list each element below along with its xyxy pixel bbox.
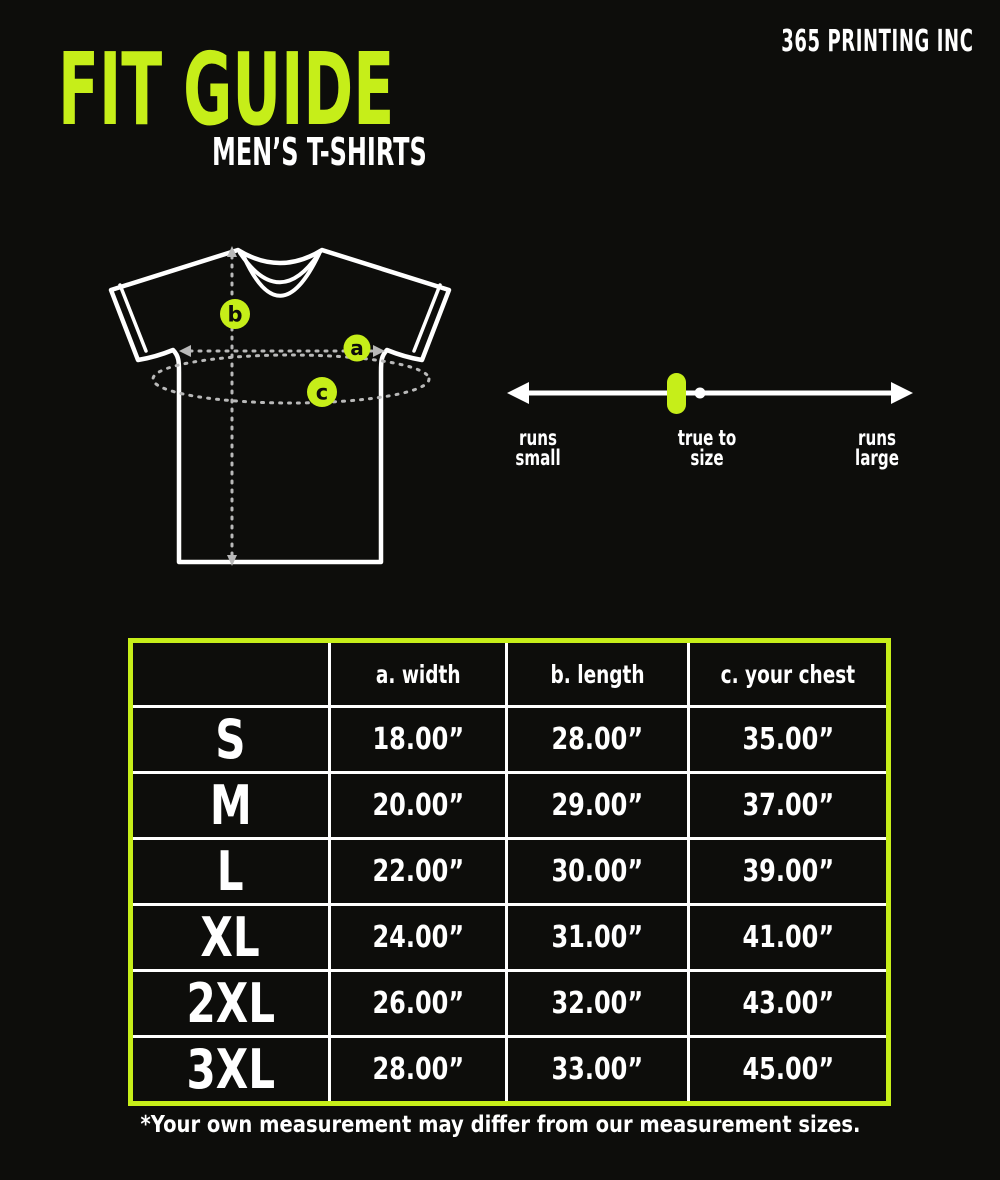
- width-measure-arrow-left: [179, 345, 191, 357]
- true-to-size-label: true to size: [677, 426, 737, 470]
- chest-cell: 41.00”: [687, 903, 890, 972]
- chest-measure-ellipse: [151, 353, 431, 405]
- table-row: M 20.00” 29.00” 37.00”: [129, 771, 890, 840]
- fit-scale-arrow-left: [507, 382, 529, 404]
- length-cell: 32.00”: [505, 969, 690, 1038]
- table-row: L 22.00” 30.00” 39.00”: [129, 837, 890, 906]
- footnote: *Your own measurement may differ from ou…: [140, 1112, 860, 1138]
- fit-scale: [507, 373, 913, 414]
- length-measure-arrow-top: [227, 246, 237, 257]
- size-cell: M: [129, 771, 331, 840]
- marker-b-circle: [220, 299, 250, 329]
- width-cell: 26.00”: [328, 969, 508, 1038]
- header-cell-length: b. length: [505, 639, 690, 708]
- chest-cell: 39.00”: [687, 837, 890, 906]
- width-cell: 24.00”: [328, 903, 508, 972]
- collar-band-line: [242, 252, 321, 298]
- width-cell: 22.00”: [328, 837, 508, 906]
- length-measure-arrow-bottom: [227, 555, 237, 566]
- brand-name: 365 PRINTING INC: [781, 24, 974, 59]
- marker-b-label: b: [227, 303, 242, 327]
- table-row: XL 24.00” 31.00” 41.00”: [129, 903, 890, 972]
- runs-large-label: runs large: [855, 426, 899, 470]
- chest-cell: 45.00”: [687, 1035, 890, 1105]
- length-cell: 30.00”: [505, 837, 690, 906]
- marker-c-circle: [307, 377, 337, 407]
- header-cell-size: [129, 639, 331, 708]
- length-cell: 33.00”: [505, 1035, 690, 1105]
- length-cell: 28.00”: [505, 705, 690, 774]
- header-cell-chest: c. your chest: [687, 639, 890, 708]
- width-cell: 18.00”: [328, 705, 508, 774]
- length-cell: 29.00”: [505, 771, 690, 840]
- width-cell: 28.00”: [328, 1035, 508, 1105]
- left-sleeve-cuff-line: [118, 283, 148, 353]
- size-cell: XL: [129, 903, 331, 972]
- width-measure-arrow-right: [373, 345, 385, 357]
- marker-a-circle: [343, 334, 371, 362]
- size-cell: L: [129, 837, 331, 906]
- marker-c-label: c: [316, 381, 328, 405]
- page-title: FIT GUIDE: [58, 31, 395, 148]
- page-subtitle: MEN’S T-SHIRTS: [212, 130, 427, 174]
- runs-small-label: runs small: [515, 426, 561, 470]
- size-cell: 3XL: [129, 1035, 331, 1105]
- table-row: S 18.00” 28.00” 35.00”: [129, 705, 890, 774]
- right-sleeve-cuff-line: [412, 283, 442, 353]
- header-cell-width: a. width: [328, 639, 508, 708]
- fit-scale-dot: [694, 387, 706, 399]
- table-header-row: a. width b. length c. your chest: [129, 639, 890, 708]
- size-cell: 2XL: [129, 969, 331, 1038]
- size-cell: S: [129, 705, 331, 774]
- length-cell: 31.00”: [505, 903, 690, 972]
- chest-cell: 37.00”: [687, 771, 890, 840]
- table-row: 3XL 28.00” 33.00” 45.00”: [129, 1035, 890, 1105]
- width-cell: 20.00”: [328, 771, 508, 840]
- chest-cell: 35.00”: [687, 705, 890, 774]
- marker-a-label: a: [350, 336, 364, 360]
- chest-cell: 43.00”: [687, 969, 890, 1038]
- fit-scale-arrow-right: [891, 382, 913, 404]
- size-table: a. width b. length c. your chest S 18.00…: [128, 638, 891, 1106]
- table-row: 2XL 26.00” 32.00” 43.00”: [129, 969, 890, 1038]
- tshirt-diagram: b a c: [108, 246, 452, 566]
- fit-scale-marker: [667, 373, 686, 414]
